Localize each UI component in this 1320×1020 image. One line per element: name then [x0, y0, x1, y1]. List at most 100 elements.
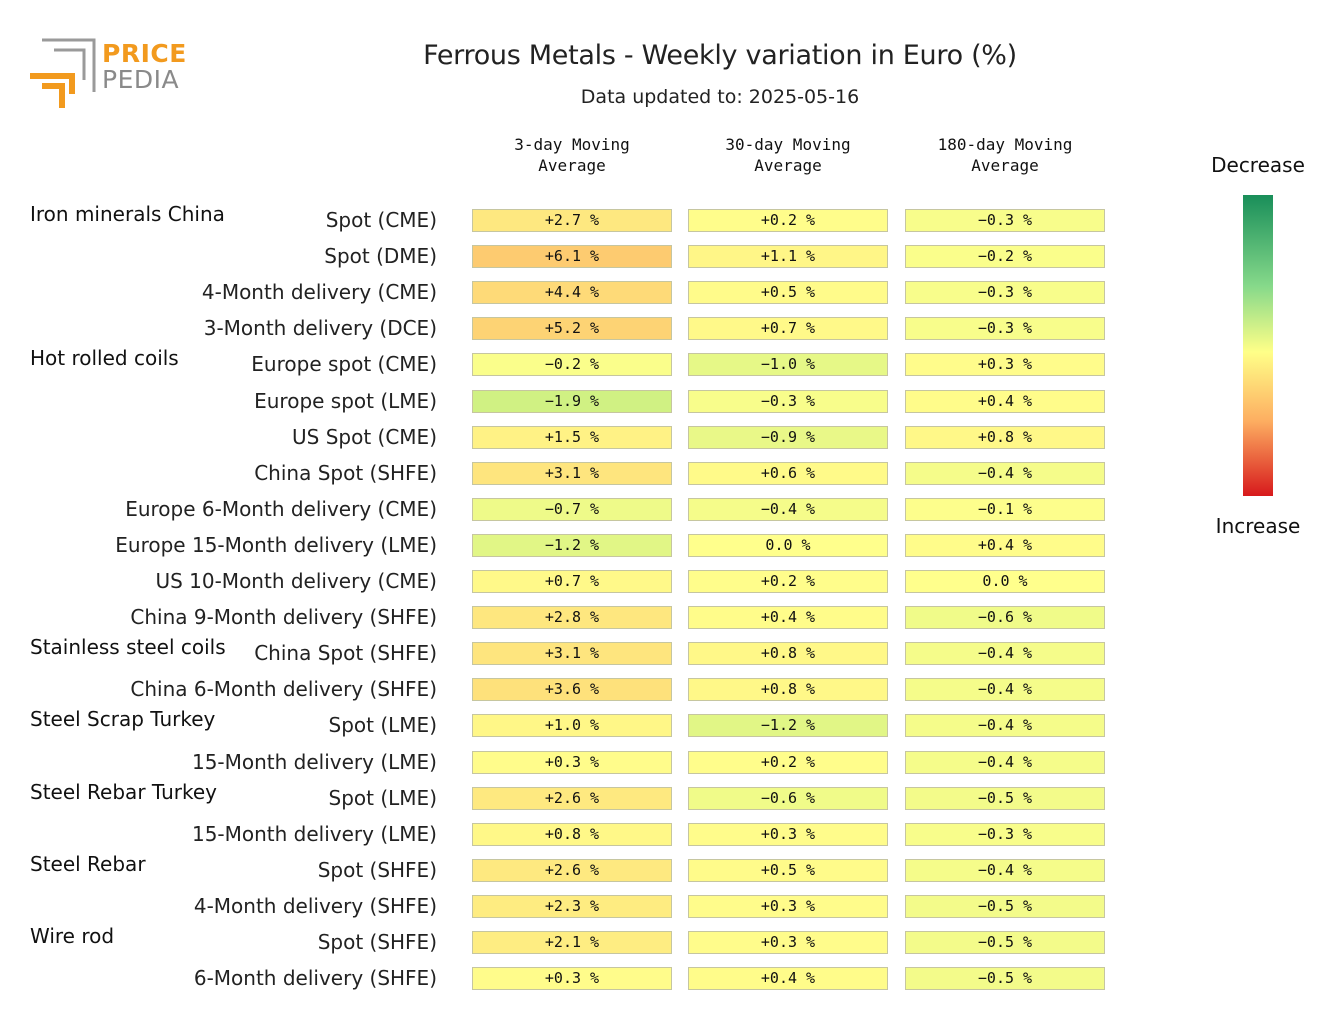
row-label: China 6-Month delivery (SHFE): [130, 677, 437, 702]
heatmap-cell: −0.3 %: [905, 281, 1105, 305]
heatmap-cell: −0.5 %: [905, 931, 1105, 954]
heatmap-cell: +2.7 %: [472, 209, 672, 232]
heatmap-cell: +0.2 %: [688, 750, 888, 774]
heatmap-cell: −0.2 %: [905, 245, 1105, 269]
group-label: Steel Scrap Turkey: [30, 707, 216, 732]
heatmap-cell: −0.5 %: [905, 786, 1105, 810]
heatmap-cell: +0.5 %: [688, 281, 888, 305]
row-label: Europe spot (CME): [251, 352, 437, 377]
heatmap-cell: 0.0 %: [905, 570, 1105, 593]
group-label: Steel Rebar Turkey: [30, 779, 217, 804]
row-label: China Spot (SHFE): [254, 460, 437, 485]
heatmap-cell: −1.2 %: [688, 714, 888, 738]
row-label: US Spot (CME): [292, 424, 437, 449]
column-header: 180-day Moving Average: [937, 135, 1073, 175]
heatmap-cell: −1.9 %: [472, 389, 672, 413]
row-label: Spot (LME): [328, 713, 437, 738]
heatmap-cell: −1.2 %: [472, 533, 672, 557]
logo-word-price: PRICE: [102, 39, 187, 68]
heatmap-cell: +3.6 %: [472, 678, 672, 702]
chart-title: Ferrous Metals - Weekly variation in Eur…: [423, 40, 1017, 71]
heatmap-cell: +0.3 %: [905, 353, 1105, 377]
heatmap-cell: −0.3 %: [905, 317, 1105, 341]
heatmap-cell: −0.4 %: [905, 714, 1105, 738]
heatmap-cell: −0.1 %: [905, 497, 1105, 521]
row-label: 15-Month delivery (LME): [191, 821, 437, 846]
group-label: Stainless steel coils: [30, 635, 226, 660]
heatmap-cell: −1.0 %: [688, 353, 888, 377]
row-label: China 9-Month delivery (SHFE): [130, 605, 437, 630]
heatmap-cell: −0.9 %: [688, 425, 888, 449]
heatmap-cell: −0.3 %: [905, 209, 1105, 232]
heatmap-cell: −0.4 %: [688, 497, 888, 521]
heatmap-cell: +3.1 %: [472, 642, 672, 666]
heatmap-cell: +0.4 %: [688, 606, 888, 630]
column-header: 3-day Moving Average: [514, 135, 630, 175]
group-label: Steel Rebar: [30, 851, 146, 876]
heatmap-cell: −0.5 %: [905, 894, 1105, 918]
heatmap-cell: −0.5 %: [905, 967, 1105, 991]
row-label: Europe spot (LME): [254, 388, 437, 413]
row-label: Spot (SHFE): [317, 930, 437, 954]
row-label: China Spot (SHFE): [254, 641, 437, 666]
heatmap-cell: +3.1 %: [472, 461, 672, 485]
heatmap-cell: +0.2 %: [688, 209, 888, 232]
heatmap-cell: −0.4 %: [905, 858, 1105, 882]
chart-subtitle: Data updated to: 2025-05-16: [580, 86, 860, 108]
group-label: Hot rolled coils: [30, 346, 179, 371]
row-label: 3-Month delivery (DCE): [203, 316, 437, 341]
heatmap-cell: +2.3 %: [472, 894, 672, 918]
row-label: Spot (CME): [325, 208, 437, 232]
legend-decrease-label: Decrease: [1211, 153, 1305, 177]
row-label: 4-Month delivery (CME): [201, 280, 437, 305]
logo-mark: [30, 38, 96, 108]
heatmap-cell: +0.7 %: [472, 570, 672, 593]
legend-increase-label: Increase: [1215, 514, 1301, 538]
heatmap-cell: +0.3 %: [688, 931, 888, 954]
row-label: US 10-Month delivery (CME): [155, 569, 437, 593]
group-label: Iron minerals China: [30, 202, 225, 226]
heatmap-cell: +2.6 %: [472, 786, 672, 810]
logo-word-pedia: PEDIA: [102, 65, 180, 94]
heatmap-cell: +0.5 %: [688, 858, 888, 882]
heatmap-cell: −0.2 %: [472, 353, 672, 377]
row-label: Spot (SHFE): [317, 857, 437, 882]
heatmap-cell: +0.4 %: [688, 967, 888, 991]
heatmap-cell: +0.3 %: [688, 894, 888, 918]
heatmap-cell: +0.8 %: [472, 822, 672, 846]
heatmap-cell: −0.6 %: [905, 606, 1105, 630]
heatmap-cell: +1.1 %: [688, 245, 888, 269]
heatmap-cell: +1.5 %: [472, 425, 672, 449]
heatmap-cell: +6.1 %: [472, 245, 672, 269]
row-label: 4-Month delivery (SHFE): [193, 893, 437, 918]
color-scale-bar: [1243, 195, 1273, 496]
row-label: 15-Month delivery (LME): [191, 749, 437, 774]
heatmap-cell: +0.8 %: [688, 642, 888, 666]
heatmap-cell: +5.2 %: [472, 317, 672, 341]
row-label: Europe 6-Month delivery (CME): [125, 496, 437, 521]
heatmap-cell: +0.3 %: [472, 750, 672, 774]
row-label: Spot (DME): [324, 244, 437, 269]
heatmap-cell: +4.4 %: [472, 281, 672, 305]
heatmap-cell: +0.6 %: [688, 461, 888, 485]
heatmap-cell: +0.2 %: [688, 570, 888, 593]
heatmap-cell: +1.0 %: [472, 714, 672, 738]
heatmap-cell: −0.3 %: [688, 389, 888, 413]
heatmap-cell: +0.7 %: [688, 317, 888, 341]
heatmap-cell: +0.8 %: [688, 678, 888, 702]
row-label: Spot (LME): [328, 785, 437, 810]
heatmap-cell: +0.4 %: [905, 389, 1105, 413]
heatmap-cell: +0.3 %: [688, 822, 888, 846]
heatmap-cell: +2.6 %: [472, 858, 672, 882]
group-label: Wire rod: [30, 924, 115, 948]
row-label: Europe 15-Month delivery (LME): [115, 532, 437, 557]
heatmap-cell: +2.1 %: [472, 931, 672, 954]
heatmap-cell: +0.4 %: [905, 533, 1105, 557]
heatmap-cell: −0.3 %: [905, 822, 1105, 846]
row-label: 6-Month delivery (SHFE): [193, 966, 437, 991]
heatmap-cell: −0.4 %: [905, 461, 1105, 485]
column-header: 30-day Moving Average: [725, 135, 851, 175]
heatmap-cell: −0.4 %: [905, 750, 1105, 774]
heatmap-cell: −0.4 %: [905, 642, 1105, 666]
heatmap-cell: −0.6 %: [688, 786, 888, 810]
